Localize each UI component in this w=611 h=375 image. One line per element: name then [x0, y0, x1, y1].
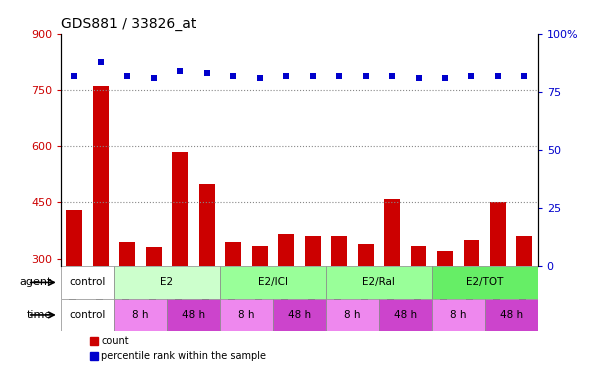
Bar — [146, 248, 162, 266]
Bar — [252, 246, 268, 266]
Bar — [384, 199, 400, 266]
Text: 8 h: 8 h — [238, 310, 255, 320]
Bar — [331, 236, 347, 266]
Text: agent: agent — [19, 278, 51, 287]
Bar — [490, 202, 506, 266]
FancyBboxPatch shape — [326, 298, 379, 331]
FancyBboxPatch shape — [379, 298, 432, 331]
Bar — [278, 234, 294, 266]
Text: E2/Ral: E2/Ral — [362, 278, 395, 287]
FancyBboxPatch shape — [220, 266, 326, 298]
Text: E2/ICI: E2/ICI — [258, 278, 288, 287]
Bar — [172, 152, 188, 266]
Bar — [411, 246, 426, 266]
Text: control: control — [70, 310, 106, 320]
Text: 8 h: 8 h — [450, 310, 467, 320]
Bar — [516, 236, 532, 266]
Bar — [437, 251, 453, 266]
Bar — [67, 210, 82, 266]
Text: control: control — [70, 278, 106, 287]
FancyBboxPatch shape — [61, 298, 114, 331]
FancyBboxPatch shape — [114, 266, 220, 298]
Bar — [464, 240, 480, 266]
FancyBboxPatch shape — [167, 298, 220, 331]
FancyBboxPatch shape — [432, 298, 485, 331]
Text: 8 h: 8 h — [132, 310, 149, 320]
Bar — [93, 86, 109, 266]
FancyBboxPatch shape — [220, 298, 273, 331]
Text: 8 h: 8 h — [344, 310, 360, 320]
Text: 48 h: 48 h — [500, 310, 523, 320]
Text: GDS881 / 33826_at: GDS881 / 33826_at — [61, 17, 197, 32]
Bar — [199, 184, 214, 266]
Bar — [305, 236, 321, 266]
Bar — [357, 244, 373, 266]
FancyBboxPatch shape — [326, 266, 432, 298]
Text: 48 h: 48 h — [288, 310, 311, 320]
FancyBboxPatch shape — [273, 298, 326, 331]
Bar — [225, 242, 241, 266]
Bar — [119, 242, 135, 266]
Text: time: time — [26, 310, 51, 320]
Text: E2: E2 — [161, 278, 174, 287]
Text: E2/TOT: E2/TOT — [466, 278, 503, 287]
FancyBboxPatch shape — [61, 266, 114, 298]
Text: 48 h: 48 h — [393, 310, 417, 320]
FancyBboxPatch shape — [114, 298, 167, 331]
Legend: count, percentile rank within the sample: count, percentile rank within the sample — [90, 336, 266, 361]
FancyBboxPatch shape — [432, 266, 538, 298]
FancyBboxPatch shape — [485, 298, 538, 331]
Text: 48 h: 48 h — [182, 310, 205, 320]
